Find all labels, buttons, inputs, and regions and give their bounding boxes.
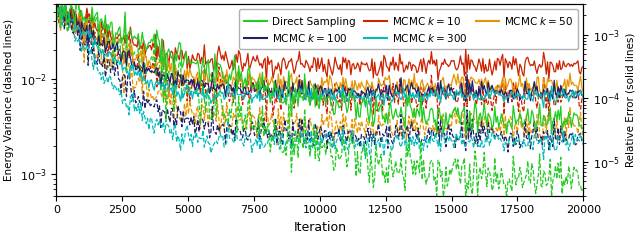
X-axis label: Iteration: Iteration bbox=[293, 221, 346, 234]
Y-axis label: Relative Error (solid lines): Relative Error (solid lines) bbox=[626, 33, 636, 167]
Y-axis label: Energy Variance (dashed lines): Energy Variance (dashed lines) bbox=[4, 19, 14, 181]
Legend: Direct Sampling, MCMC $k=100$, MCMC $k=10$, MCMC $k=300$, MCMC $k=50$: Direct Sampling, MCMC $k=100$, MCMC $k=1… bbox=[239, 9, 578, 49]
